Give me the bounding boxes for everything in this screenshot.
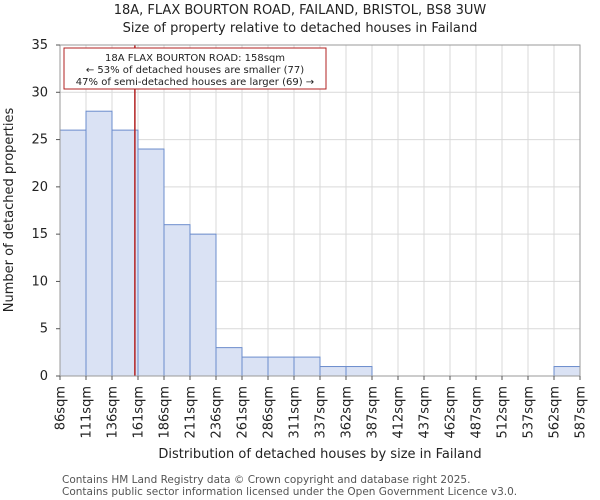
y-tick-label: 35 xyxy=(31,38,48,53)
x-tick-label: 587sqm xyxy=(574,386,589,439)
x-tick-label: 462sqm xyxy=(444,386,459,439)
y-tick-label: 5 xyxy=(40,322,48,337)
footer-line-2: Contains public sector information licen… xyxy=(62,486,517,498)
x-tick-label: 512sqm xyxy=(496,386,511,439)
bar xyxy=(267,356,295,377)
y-tick-label: 30 xyxy=(31,85,48,100)
y-axis-label: Number of detached properties xyxy=(2,108,17,313)
x-tick-label: 487sqm xyxy=(470,386,485,439)
x-axis-ticks: 86sqm 111sqm 136sqm 161sqm 186sqm 211sqm 236sq… xyxy=(54,376,589,439)
x-tick-label: 437sqm xyxy=(418,386,433,439)
bar xyxy=(163,224,191,377)
y-tick-label: 20 xyxy=(31,180,48,195)
x-axis-label: Distribution of detached houses by size … xyxy=(158,447,481,462)
x-tick-label: 362sqm xyxy=(340,386,355,439)
bar xyxy=(85,110,113,377)
bar xyxy=(293,356,321,377)
bars xyxy=(59,110,581,377)
x-tick-label: 537sqm xyxy=(522,386,537,439)
x-tick-label: 136sqm xyxy=(106,386,121,439)
bar xyxy=(137,148,165,377)
bar xyxy=(241,356,269,377)
y-tick-label: 0 xyxy=(40,369,48,384)
x-tick-label: 111sqm xyxy=(80,386,95,439)
annotation-line-1: 18A FLAX BOURTON ROAD: 158sqm xyxy=(105,53,285,64)
x-tick-label: 86sqm xyxy=(54,386,69,430)
bar xyxy=(215,347,243,377)
x-tick-label: 236sqm xyxy=(210,386,225,439)
bar xyxy=(319,366,347,377)
marker-annotation: 18A FLAX BOURTON ROAD: 158sqm ← 53% of d… xyxy=(63,47,327,90)
x-tick-label: 261sqm xyxy=(236,386,251,439)
x-tick-label: 186sqm xyxy=(158,386,173,439)
bar xyxy=(553,366,581,377)
annotation-line-2: ← 53% of detached houses are smaller (77… xyxy=(86,65,304,76)
x-tick-label: 161sqm xyxy=(132,386,147,439)
y-tick-label: 25 xyxy=(31,133,48,148)
x-tick-label: 337sqm xyxy=(314,386,329,439)
y-tick-label: 10 xyxy=(31,274,48,289)
annotation-line-3: 47% of semi-detached houses are larger (… xyxy=(76,77,314,88)
bar xyxy=(189,233,217,377)
x-tick-label: 412sqm xyxy=(392,386,407,439)
chart-title: 18A, FLAX BOURTON ROAD, FAILAND, BRISTOL… xyxy=(114,3,487,18)
bar xyxy=(59,129,87,377)
footer-line-1: Contains HM Land Registry data © Crown c… xyxy=(62,474,470,486)
x-tick-label: 286sqm xyxy=(262,386,277,439)
y-axis-ticks: 0 5 10 15 20 25 30 35 xyxy=(31,38,60,384)
x-tick-label: 211sqm xyxy=(184,386,199,439)
x-tick-label: 311sqm xyxy=(288,386,303,439)
x-tick-label: 387sqm xyxy=(366,386,381,439)
bar xyxy=(111,129,139,377)
y-tick-label: 15 xyxy=(31,227,48,242)
x-tick-label: 562sqm xyxy=(548,386,563,439)
chart-subtitle: Size of property relative to detached ho… xyxy=(123,21,478,36)
annotation-box xyxy=(63,47,327,90)
bar xyxy=(345,366,373,377)
